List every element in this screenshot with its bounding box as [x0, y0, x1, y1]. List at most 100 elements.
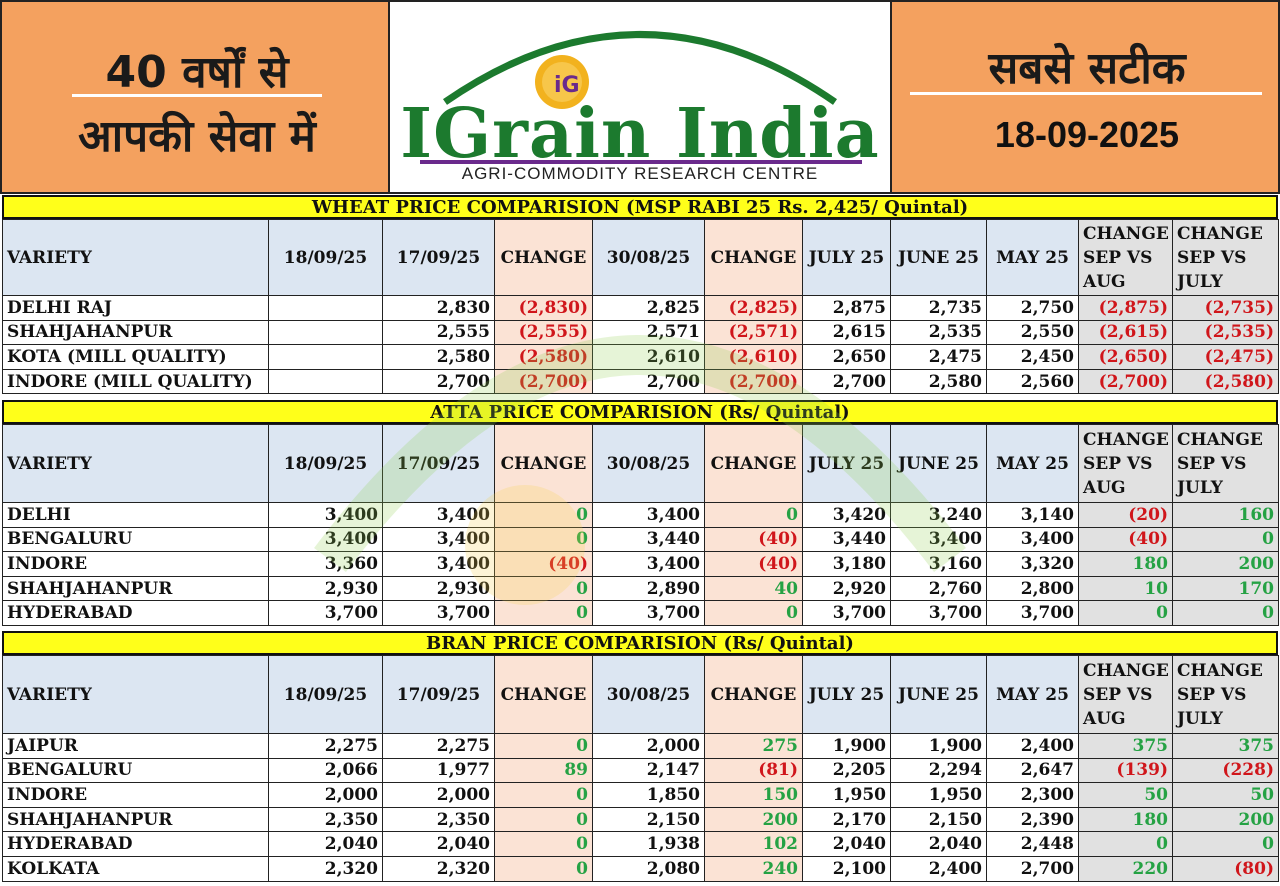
- bran-cell-june: 1,950: [890, 782, 987, 808]
- atta-header-row: VARIETY 18/09/25 17/09/25 CHANGE 30/08/25 CHA…: [2, 424, 1279, 503]
- bran-cell-change-sep-aug: 0: [1078, 831, 1173, 857]
- wheat-row-kota-mill-quality: KOTA (MILL QUALITY) 2,580 (2,580) 2,610 (2,6…: [2, 344, 1279, 370]
- wheat-header-row: VARIETY 18/09/25 17/09/25 CHANGE 30/08/25 CHA…: [2, 219, 1279, 296]
- bran-cell-change-sep-aug: 375: [1078, 733, 1173, 759]
- atta-cell-change-sep-july: 0: [1172, 600, 1279, 626]
- atta-cell-date-2: 3,400: [382, 502, 495, 528]
- bran-cell-may: 2,700: [986, 855, 1079, 882]
- wheat-cell-variety: DELHI RAJ: [2, 295, 269, 321]
- wheat-cell-date-3: 2,700: [592, 368, 705, 395]
- wheat-header-change-2: CHANGE: [704, 219, 803, 296]
- atta-cell-variety: SHAHJAHANPUR: [2, 575, 269, 602]
- bran-cell-date-2: 1,977: [382, 757, 495, 784]
- bran-cell-date-1: 2,066: [268, 757, 383, 784]
- atta-cell-date-1: 2,930: [268, 575, 383, 602]
- atta-header-july: JULY 25: [802, 424, 891, 503]
- bran-cell-change-sep-july: 0: [1172, 831, 1279, 857]
- bran-cell-date-2: 2,275: [382, 733, 495, 759]
- bran-header-variety: VARIETY: [2, 655, 269, 734]
- bran-cell-change-sep-july: 50: [1172, 782, 1279, 808]
- logo-arc-icon: iG: [443, 31, 837, 109]
- wheat-header-change-sep-aug: CHANGE SEP VS AUG: [1078, 219, 1173, 296]
- bran-header-row: VARIETY 18/09/25 17/09/25 CHANGE 30/08/25 CHA…: [2, 655, 1279, 734]
- atta-cell-change-2: 0: [704, 502, 803, 528]
- atta-header-change-2: CHANGE: [704, 424, 803, 503]
- atta-cell-may: 3,400: [986, 526, 1079, 553]
- bran-cell-july: 2,040: [802, 831, 891, 857]
- wheat-cell-change-sep-july: (2,535): [1172, 319, 1279, 346]
- bran-cell-date-3: 1,938: [592, 831, 705, 857]
- atta-cell-change-1: 0: [494, 526, 593, 553]
- wheat-cell-date-1: [268, 295, 383, 321]
- wheat-cell-june: 2,475: [890, 344, 987, 370]
- wheat-cell-change-1: (2,700): [494, 368, 593, 395]
- wheat-cell-change-sep-aug: (2,615): [1078, 319, 1173, 346]
- wheat-cell-date-3: 2,610: [592, 344, 705, 370]
- bran-cell-change-2: 275: [704, 733, 803, 759]
- atta-header-date-2: 17/09/25: [382, 424, 495, 503]
- bran-cell-variety: KOLKATA: [2, 855, 269, 882]
- atta-cell-change-2: (40): [704, 551, 803, 577]
- bran-header-date-1: 18/09/25: [268, 655, 383, 734]
- wheat-header-change-1: CHANGE: [494, 219, 593, 296]
- page-header: 40 वर्षों से आपकी सेवा में iG IGrain Ind…: [0, 0, 1280, 194]
- bran-row-jaipur: JAIPUR 2,275 2,275 0 2,000 275 1,900 1,900 2,400…: [2, 733, 1279, 759]
- bran-cell-may: 2,647: [986, 757, 1079, 784]
- bran-cell-may: 2,390: [986, 806, 1079, 833]
- bran-section: BRAN PRICE COMPARISION (Rs/ Quintal) VAR…: [2, 631, 1279, 882]
- wheat-cell-june: 2,535: [890, 319, 987, 346]
- wheat-cell-date-1: [268, 344, 383, 370]
- bran-cell-date-3: 2,150: [592, 806, 705, 833]
- wheat-cell-change-1: (2,830): [494, 295, 593, 321]
- wheat-header-change-sep-july: CHANGE SEP VS JULY: [1172, 219, 1279, 296]
- atta-cell-date-3: 3,400: [592, 502, 705, 528]
- wheat-cell-change-2: (2,610): [704, 344, 803, 370]
- atta-cell-date-3: 3,440: [592, 526, 705, 553]
- atta-header-change-sep-july: CHANGE SEP VS JULY: [1172, 424, 1279, 503]
- atta-cell-date-2: 2,930: [382, 575, 495, 602]
- bran-cell-date-2: 2,000: [382, 782, 495, 808]
- wheat-row-indore-mill-quality: INDORE (MILL QUALITY) 2,700 (2,700) 2,700 (2…: [2, 368, 1279, 395]
- wheat-cell-may: 2,560: [986, 368, 1079, 395]
- wheat-row-shahjahanpur: SHAHJAHANPUR 2,555 (2,555) 2,571 (2,571) 2,61…: [2, 319, 1279, 346]
- atta-cell-june: 3,400: [890, 526, 987, 553]
- bran-header-change-sep-july: CHANGE SEP VS JULY: [1172, 655, 1279, 734]
- wheat-cell-date-3: 2,825: [592, 295, 705, 321]
- atta-cell-june: 3,160: [890, 551, 987, 577]
- wheat-header-date-3: 30/08/25: [592, 219, 705, 296]
- bran-cell-variety: HYDERABAD: [2, 831, 269, 857]
- atta-row-delhi: DELHI 3,400 3,400 0 3,400 0 3,420 3,240 3,140 (20…: [2, 502, 1279, 528]
- atta-cell-june: 2,760: [890, 575, 987, 602]
- bran-cell-change-sep-july: 375: [1172, 733, 1279, 759]
- atta-cell-change-sep-july: 160: [1172, 502, 1279, 528]
- bran-cell-date-3: 2,000: [592, 733, 705, 759]
- atta-cell-change-1: 0: [494, 600, 593, 626]
- bran-cell-date-2: 2,320: [382, 855, 495, 882]
- bran-cell-may: 2,300: [986, 782, 1079, 808]
- bran-header-change-2: CHANGE: [704, 655, 803, 734]
- bran-header-june: JUNE 25: [890, 655, 987, 734]
- atta-cell-may: 3,700: [986, 600, 1079, 626]
- atta-table-body: DELHI 3,400 3,400 0 3,400 0 3,420 3,240 3,140 (20…: [2, 502, 1279, 626]
- bran-cell-change-1: 0: [494, 806, 593, 833]
- bran-cell-date-1: 2,320: [268, 855, 383, 882]
- bran-cell-change-1: 0: [494, 831, 593, 857]
- tagline-accurate: सबसे सटीक: [988, 43, 1186, 94]
- wheat-cell-may: 2,750: [986, 295, 1079, 321]
- bran-cell-change-sep-aug: 50: [1078, 782, 1173, 808]
- wheat-cell-date-3: 2,571: [592, 319, 705, 346]
- wheat-cell-date-2: 2,555: [382, 319, 495, 346]
- atta-cell-may: 2,800: [986, 575, 1079, 602]
- bran-row-bengaluru: BENGALURU 2,066 1,977 89 2,147 (81) 2,205 2,294…: [2, 757, 1279, 784]
- wheat-cell-july: 2,615: [802, 319, 891, 346]
- bran-cell-change-1: 0: [494, 782, 593, 808]
- logo-underline: [420, 160, 862, 164]
- tagline-divider: [72, 94, 322, 97]
- tagline-years: 40 वर्षों से: [105, 47, 289, 98]
- bran-row-kolkata: KOLKATA 2,320 2,320 0 2,080 240 2,100 2,400 2,70…: [2, 855, 1279, 882]
- atta-cell-july: 2,920: [802, 575, 891, 602]
- bran-cell-july: 1,950: [802, 782, 891, 808]
- atta-header-june: JUNE 25: [890, 424, 987, 503]
- bran-cell-change-2: 240: [704, 855, 803, 882]
- bran-row-indore: INDORE 2,000 2,000 0 1,850 150 1,950 1,950 2,300…: [2, 782, 1279, 808]
